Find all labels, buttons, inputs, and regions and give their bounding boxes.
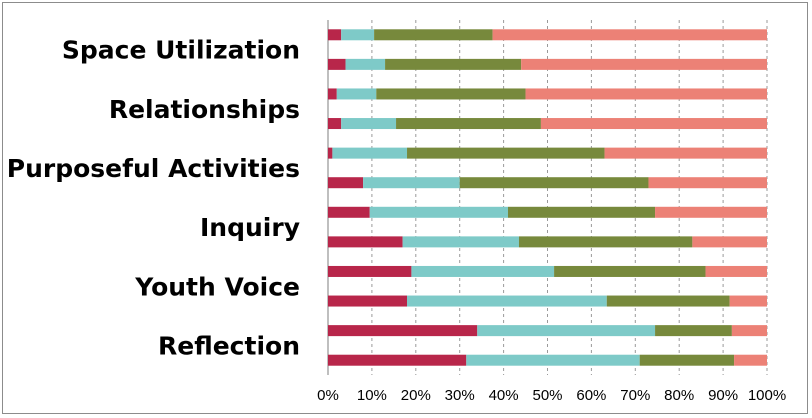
x-tick-label: 70% (620, 387, 650, 404)
bar-segment-3 (518, 236, 693, 248)
bar-segment-1 (328, 118, 342, 130)
bar-segment-4 (521, 58, 767, 70)
bar-segment-1 (328, 295, 408, 307)
bar-segment-1 (328, 236, 403, 248)
bar-segment-2 (407, 295, 607, 307)
x-tick-label: 40% (489, 387, 519, 404)
bar-segment-2 (341, 118, 397, 130)
bar-segment-3 (554, 265, 706, 277)
bar-segment-2 (345, 58, 386, 70)
bar-segment-1 (328, 88, 337, 100)
bar-segment-1 (328, 265, 412, 277)
bar-segment-3 (396, 118, 541, 130)
x-tick-label: 90% (708, 387, 738, 404)
bar-segment-4 (648, 177, 767, 189)
bar-segment-2 (477, 325, 656, 337)
bar-segment-4 (655, 206, 767, 218)
bar-segment-1 (328, 177, 364, 189)
bar-segment-3 (655, 325, 732, 337)
bar-segment-1 (328, 325, 478, 337)
bar-segment-2 (341, 29, 375, 41)
category-label: Reflection (158, 331, 300, 360)
bar-segment-3 (639, 354, 735, 366)
bar-segment-2 (369, 206, 508, 218)
bar-segment-3 (385, 58, 522, 70)
bar-segment-1 (328, 206, 370, 218)
bar-segment-4 (705, 265, 767, 277)
bar-segment-2 (402, 236, 519, 248)
bar-segment-4 (734, 354, 767, 366)
bar-segment-3 (374, 29, 493, 41)
x-tick-label: 100% (748, 387, 786, 404)
category-label: Youth Voice (134, 272, 300, 301)
bar-segment-4 (492, 29, 767, 41)
category-label: Inquiry (200, 213, 300, 242)
x-tick-label: 80% (664, 387, 694, 404)
x-tick-label: 30% (445, 387, 475, 404)
bar-segment-4 (604, 147, 767, 159)
category-label: Space Utilization (62, 36, 300, 65)
bar-segment-1 (328, 147, 333, 159)
bar-segment-3 (606, 295, 730, 307)
x-tick-label: 0% (317, 387, 339, 404)
bar-segment-3 (507, 206, 656, 218)
category-label: Relationships (109, 95, 300, 124)
category-label: Purposeful Activities (7, 154, 300, 183)
bar-segment-2 (332, 147, 408, 159)
bar-segment-2 (466, 354, 640, 366)
bar-segment-2 (411, 265, 555, 277)
bar-segment-4 (729, 295, 767, 307)
bar-segment-1 (328, 58, 346, 70)
bar-segment-3 (376, 88, 526, 100)
bar-segment-1 (328, 29, 342, 41)
bar-segment-3 (459, 177, 649, 189)
bar-segment-4 (731, 325, 767, 337)
bar-segment-3 (407, 147, 605, 159)
bar-segment-4 (692, 236, 767, 248)
x-tick-label: 10% (357, 387, 387, 404)
bar-segment-2 (336, 88, 377, 100)
x-tick-label: 60% (576, 387, 606, 404)
bar-segment-4 (525, 88, 767, 100)
bar-segment-4 (540, 118, 767, 130)
bar-segment-1 (328, 354, 467, 366)
x-tick-label: 20% (401, 387, 431, 404)
bar-segment-2 (363, 177, 460, 189)
x-tick-label: 50% (532, 387, 562, 404)
